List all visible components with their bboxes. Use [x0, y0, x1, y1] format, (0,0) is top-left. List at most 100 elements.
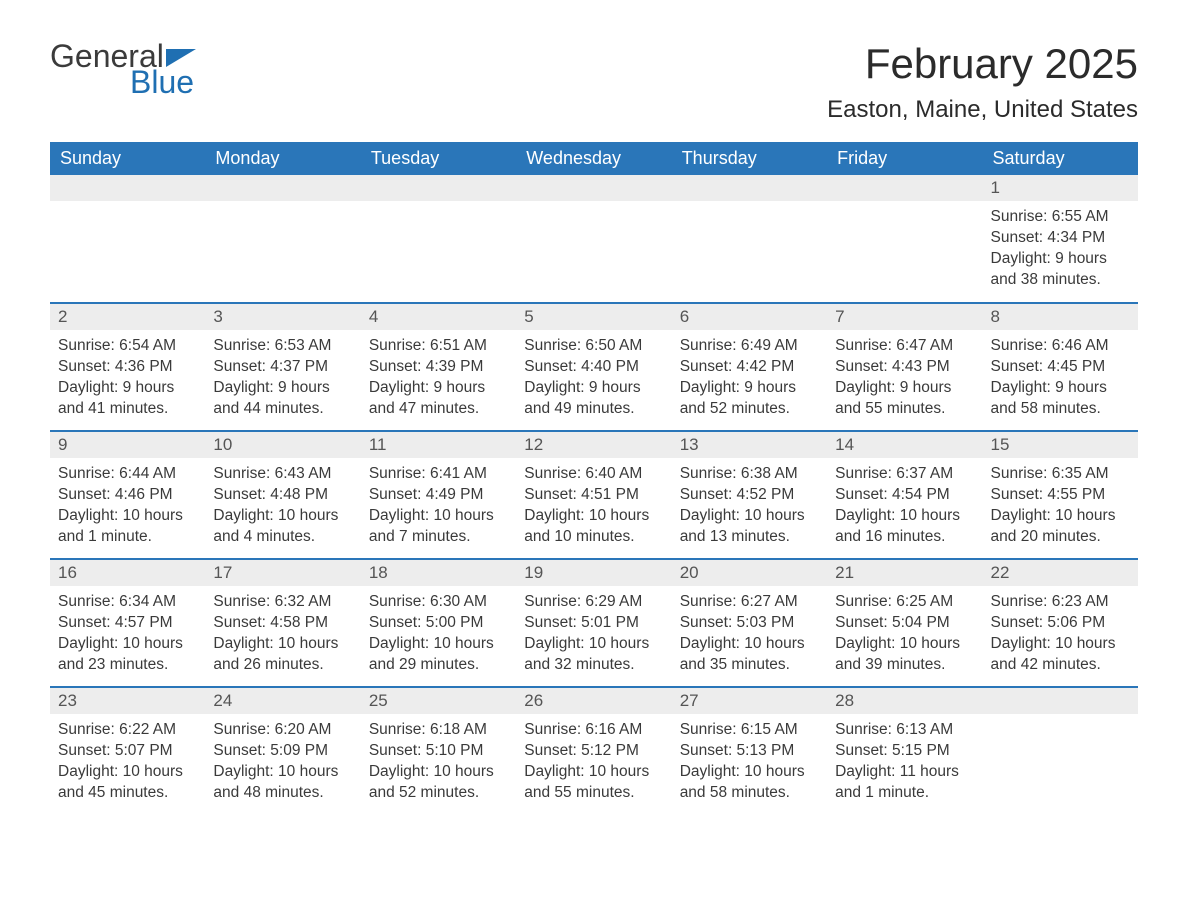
calendar-day-cell: 10Sunrise: 6:43 AMSunset: 4:48 PMDayligh…	[205, 431, 360, 559]
calendar-day-cell	[672, 175, 827, 303]
calendar-day-cell: 17Sunrise: 6:32 AMSunset: 4:58 PMDayligh…	[205, 559, 360, 687]
daylight-text: Daylight: 10 hours and 20 minutes.	[991, 506, 1130, 548]
calendar-day-cell: 18Sunrise: 6:30 AMSunset: 5:00 PMDayligh…	[361, 559, 516, 687]
title-block: February 2025 Easton, Maine, United Stat…	[827, 40, 1138, 124]
sunset-text: Sunset: 5:04 PM	[835, 613, 974, 634]
calendar-day-cell: 14Sunrise: 6:37 AMSunset: 4:54 PMDayligh…	[827, 431, 982, 559]
calendar-day-cell	[983, 687, 1138, 815]
weekday-header: Sunday	[50, 142, 205, 175]
day-details: Sunrise: 6:27 AMSunset: 5:03 PMDaylight:…	[672, 586, 827, 686]
calendar-day-cell: 23Sunrise: 6:22 AMSunset: 5:07 PMDayligh…	[50, 687, 205, 815]
day-number	[516, 175, 671, 201]
weekday-header: Thursday	[672, 142, 827, 175]
day-number: 10	[205, 432, 360, 458]
calendar-week-row: 9Sunrise: 6:44 AMSunset: 4:46 PMDaylight…	[50, 431, 1138, 559]
sunset-text: Sunset: 4:58 PM	[213, 613, 352, 634]
calendar-day-cell: 7Sunrise: 6:47 AMSunset: 4:43 PMDaylight…	[827, 303, 982, 431]
calendar-day-cell: 9Sunrise: 6:44 AMSunset: 4:46 PMDaylight…	[50, 431, 205, 559]
day-details: Sunrise: 6:20 AMSunset: 5:09 PMDaylight:…	[205, 714, 360, 814]
day-details: Sunrise: 6:22 AMSunset: 5:07 PMDaylight:…	[50, 714, 205, 814]
day-details: Sunrise: 6:54 AMSunset: 4:36 PMDaylight:…	[50, 330, 205, 430]
daylight-text: Daylight: 10 hours and 55 minutes.	[524, 762, 663, 804]
day-number: 5	[516, 304, 671, 330]
daylight-text: Daylight: 10 hours and 10 minutes.	[524, 506, 663, 548]
day-details: Sunrise: 6:51 AMSunset: 4:39 PMDaylight:…	[361, 330, 516, 430]
sunset-text: Sunset: 5:10 PM	[369, 741, 508, 762]
sunset-text: Sunset: 5:09 PM	[213, 741, 352, 762]
day-number: 4	[361, 304, 516, 330]
sunrise-text: Sunrise: 6:38 AM	[680, 464, 819, 485]
calendar-day-cell: 16Sunrise: 6:34 AMSunset: 4:57 PMDayligh…	[50, 559, 205, 687]
calendar-day-cell: 28Sunrise: 6:13 AMSunset: 5:15 PMDayligh…	[827, 687, 982, 815]
daylight-text: Daylight: 10 hours and 1 minute.	[58, 506, 197, 548]
day-details	[672, 201, 827, 217]
day-details: Sunrise: 6:34 AMSunset: 4:57 PMDaylight:…	[50, 586, 205, 686]
daylight-text: Daylight: 10 hours and 23 minutes.	[58, 634, 197, 676]
daylight-text: Daylight: 11 hours and 1 minute.	[835, 762, 974, 804]
day-details: Sunrise: 6:13 AMSunset: 5:15 PMDaylight:…	[827, 714, 982, 814]
day-number: 14	[827, 432, 982, 458]
logo-text-blue: Blue	[130, 66, 194, 98]
calendar-table: Sunday Monday Tuesday Wednesday Thursday…	[50, 142, 1138, 815]
sunset-text: Sunset: 4:42 PM	[680, 357, 819, 378]
sunset-text: Sunset: 4:40 PM	[524, 357, 663, 378]
sunrise-text: Sunrise: 6:13 AM	[835, 720, 974, 741]
calendar-day-cell: 12Sunrise: 6:40 AMSunset: 4:51 PMDayligh…	[516, 431, 671, 559]
day-details: Sunrise: 6:44 AMSunset: 4:46 PMDaylight:…	[50, 458, 205, 558]
calendar-day-cell	[205, 175, 360, 303]
daylight-text: Daylight: 10 hours and 32 minutes.	[524, 634, 663, 676]
day-number: 3	[205, 304, 360, 330]
sunrise-text: Sunrise: 6:44 AM	[58, 464, 197, 485]
weekday-header: Saturday	[983, 142, 1138, 175]
daylight-text: Daylight: 10 hours and 58 minutes.	[680, 762, 819, 804]
daylight-text: Daylight: 9 hours and 47 minutes.	[369, 378, 508, 420]
day-number: 17	[205, 560, 360, 586]
calendar-day-cell: 8Sunrise: 6:46 AMSunset: 4:45 PMDaylight…	[983, 303, 1138, 431]
day-number: 9	[50, 432, 205, 458]
day-number: 28	[827, 688, 982, 714]
day-details: Sunrise: 6:55 AMSunset: 4:34 PMDaylight:…	[983, 201, 1138, 301]
daylight-text: Daylight: 10 hours and 7 minutes.	[369, 506, 508, 548]
sunrise-text: Sunrise: 6:30 AM	[369, 592, 508, 613]
calendar-day-cell: 26Sunrise: 6:16 AMSunset: 5:12 PMDayligh…	[516, 687, 671, 815]
sunset-text: Sunset: 5:12 PM	[524, 741, 663, 762]
day-details: Sunrise: 6:32 AMSunset: 4:58 PMDaylight:…	[205, 586, 360, 686]
calendar-day-cell: 27Sunrise: 6:15 AMSunset: 5:13 PMDayligh…	[672, 687, 827, 815]
day-details	[827, 201, 982, 217]
sunrise-text: Sunrise: 6:54 AM	[58, 336, 197, 357]
day-details: Sunrise: 6:37 AMSunset: 4:54 PMDaylight:…	[827, 458, 982, 558]
day-number: 21	[827, 560, 982, 586]
sunrise-text: Sunrise: 6:27 AM	[680, 592, 819, 613]
calendar-day-cell: 22Sunrise: 6:23 AMSunset: 5:06 PMDayligh…	[983, 559, 1138, 687]
sunrise-text: Sunrise: 6:29 AM	[524, 592, 663, 613]
day-details: Sunrise: 6:49 AMSunset: 4:42 PMDaylight:…	[672, 330, 827, 430]
day-details	[50, 201, 205, 217]
day-details: Sunrise: 6:30 AMSunset: 5:00 PMDaylight:…	[361, 586, 516, 686]
day-number: 23	[50, 688, 205, 714]
day-details: Sunrise: 6:46 AMSunset: 4:45 PMDaylight:…	[983, 330, 1138, 430]
calendar-day-cell: 15Sunrise: 6:35 AMSunset: 4:55 PMDayligh…	[983, 431, 1138, 559]
calendar-week-row: 16Sunrise: 6:34 AMSunset: 4:57 PMDayligh…	[50, 559, 1138, 687]
daylight-text: Daylight: 10 hours and 26 minutes.	[213, 634, 352, 676]
daylight-text: Daylight: 10 hours and 29 minutes.	[369, 634, 508, 676]
sunset-text: Sunset: 4:43 PM	[835, 357, 974, 378]
calendar-day-cell: 13Sunrise: 6:38 AMSunset: 4:52 PMDayligh…	[672, 431, 827, 559]
daylight-text: Daylight: 9 hours and 55 minutes.	[835, 378, 974, 420]
sunrise-text: Sunrise: 6:16 AM	[524, 720, 663, 741]
daylight-text: Daylight: 9 hours and 52 minutes.	[680, 378, 819, 420]
calendar-day-cell: 5Sunrise: 6:50 AMSunset: 4:40 PMDaylight…	[516, 303, 671, 431]
day-number: 25	[361, 688, 516, 714]
sunset-text: Sunset: 5:07 PM	[58, 741, 197, 762]
day-number: 1	[983, 175, 1138, 201]
day-number: 18	[361, 560, 516, 586]
sunset-text: Sunset: 4:45 PM	[991, 357, 1130, 378]
day-number: 2	[50, 304, 205, 330]
day-number: 12	[516, 432, 671, 458]
sunrise-text: Sunrise: 6:55 AM	[991, 207, 1130, 228]
day-number	[983, 688, 1138, 714]
day-details: Sunrise: 6:25 AMSunset: 5:04 PMDaylight:…	[827, 586, 982, 686]
sunset-text: Sunset: 4:39 PM	[369, 357, 508, 378]
day-number: 22	[983, 560, 1138, 586]
calendar-day-cell: 3Sunrise: 6:53 AMSunset: 4:37 PMDaylight…	[205, 303, 360, 431]
calendar-day-cell: 19Sunrise: 6:29 AMSunset: 5:01 PMDayligh…	[516, 559, 671, 687]
